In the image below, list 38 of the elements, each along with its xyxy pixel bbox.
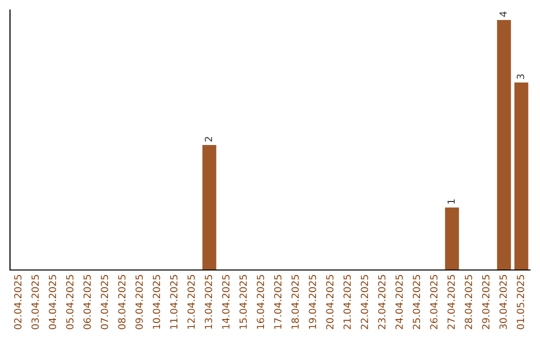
bar — [445, 208, 459, 270]
x-tick-label: 20.04.2025 — [326, 275, 334, 330]
x-tick-label: 30.04.2025 — [499, 275, 507, 330]
x-tick-label: 15.04.2025 — [239, 275, 247, 329]
x-tick-label: 13.04.2025 — [204, 275, 212, 329]
x-tick-label: 17.04.2025 — [274, 275, 282, 329]
data-label: 3 — [516, 74, 524, 79]
x-tick-label: 10.04.2025 — [152, 275, 160, 329]
bar — [202, 145, 216, 270]
x-tick-label: 28.04.2025 — [464, 275, 472, 330]
x-tick-label: 08.04.2025 — [118, 275, 126, 330]
x-tick-label: 09.04.2025 — [135, 275, 143, 330]
x-tick-label: 03.04.2025 — [31, 275, 39, 330]
data-label: 4 — [500, 12, 507, 17]
x-tick-label: 04.04.2025 — [48, 275, 56, 330]
x-tick-label: 02.04.2025 — [14, 275, 22, 330]
x-tick-label: 06.04.2025 — [83, 275, 91, 330]
x-tick-label: 14.04.2025 — [222, 275, 230, 329]
x-tick-label: 01.05.2025 — [516, 275, 524, 330]
bar — [514, 82, 528, 270]
x-tick-label: 07.04.2025 — [100, 275, 108, 330]
x-tick-label: 23.04.2025 — [378, 275, 386, 330]
x-tick-label: 25.04.2025 — [412, 275, 420, 330]
bar — [497, 20, 511, 270]
x-tick-label: 12.04.2025 — [187, 275, 195, 329]
x-tick-label: 11.04.2025 — [170, 275, 178, 329]
data-label: 2 — [204, 137, 212, 142]
data-label: 1 — [448, 199, 455, 204]
x-tick-label: 05.04.2025 — [66, 275, 74, 330]
x-tick-label: 19.04.2025 — [308, 275, 316, 329]
x-tick-label: 21.04.2025 — [343, 275, 351, 330]
x-tick-label: 16.04.2025 — [256, 275, 264, 329]
x-tick-label: 26.04.2025 — [430, 275, 438, 330]
x-tick-label: 22.04.2025 — [360, 275, 368, 330]
x-tick-label: 29.04.2025 — [482, 275, 490, 330]
x-tick-label: 24.04.2025 — [395, 275, 403, 330]
x-tick-label: 18.04.2025 — [291, 275, 299, 329]
x-tick-label: 27.04.2025 — [447, 275, 455, 330]
